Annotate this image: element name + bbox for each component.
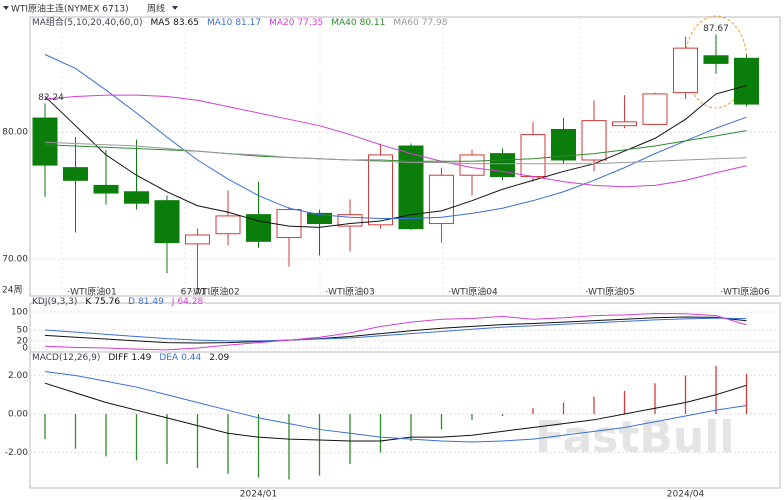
- candle-body: [215, 215, 241, 235]
- x-tick-label: 2024/04: [667, 490, 705, 500]
- indicator-line: [44, 316, 747, 344]
- candle-body: [429, 174, 454, 225]
- candle-body: [32, 117, 58, 166]
- legend-value: 0.44: [181, 353, 201, 363]
- period-label: ·WTI原油04: [448, 286, 498, 298]
- period-selector[interactable]: 周线: [147, 3, 165, 15]
- candle-body: [612, 121, 637, 127]
- low-annotation: 67.71: [181, 288, 207, 298]
- legend-name: MA40: [331, 18, 357, 28]
- watermark: FastBull: [535, 412, 734, 463]
- candle-body: [93, 184, 119, 194]
- legend-title: MA组合(5,10,20,40,60,0): [32, 16, 143, 28]
- legend-name: MA60: [393, 18, 419, 28]
- candle-body: [459, 154, 485, 176]
- legend-value: 1.49: [131, 353, 151, 363]
- legend-value: 64.28: [177, 297, 203, 307]
- high-annotation: 87.67: [703, 24, 729, 34]
- candle-body: [642, 93, 668, 125]
- candle-body: [703, 55, 729, 64]
- candle-body: [520, 134, 546, 178]
- candle-body: [551, 128, 576, 161]
- legend: KDJ(9,3,3) K 75.76 D 81.49 J 64.28: [32, 297, 203, 307]
- dropdown-icon[interactable]: [3, 6, 9, 10]
- legend-value: 80.11: [360, 18, 386, 28]
- indicator-line: [44, 312, 747, 351]
- indicator-line: [44, 130, 747, 162]
- candle-body: [673, 47, 698, 94]
- legend: MACD(12,26,9) DIFF 1.49 DEA 0.44 2.09: [32, 353, 230, 363]
- period-count: 24周: [2, 285, 22, 296]
- legend-name: DIFF: [108, 353, 128, 363]
- y-tick-label: -2.00: [5, 448, 29, 458]
- legend-name: MA10: [207, 18, 233, 28]
- legend-value: 81.17: [235, 18, 261, 28]
- y-tick-label: 70.00: [2, 255, 28, 265]
- indicator-line: [44, 94, 747, 188]
- indicator-line: [44, 382, 747, 442]
- macd-panel: [29, 351, 781, 489]
- candle-body: [734, 57, 759, 105]
- y-tick-label: 80.00: [2, 128, 28, 138]
- legend-value: 77.35: [297, 18, 323, 28]
- y-tick-label: 0: [22, 344, 28, 354]
- legend-name: D: [128, 297, 135, 307]
- candle-body: [154, 200, 180, 244]
- indicator-line: [44, 317, 747, 342]
- legend-name: J: [171, 297, 175, 307]
- legend: MA组合(5,10,20,40,60,0) MA5 83.65 MA10 81.17 MA…: [32, 16, 448, 28]
- legend-name: MA5: [151, 18, 171, 28]
- y-tick-label: 0.00: [8, 410, 28, 420]
- indicator-line: [44, 54, 747, 219]
- candle-body: [307, 212, 332, 225]
- legend-name: DEA: [159, 353, 179, 363]
- candle-body: [63, 167, 88, 181]
- period-label: ·WTI原油01: [67, 286, 116, 298]
- candle-body: [337, 214, 363, 227]
- candle-body: [368, 154, 393, 226]
- candle-body: [276, 209, 302, 239]
- period-label: ·WTI原油02: [190, 286, 239, 298]
- legend-value: 77.98: [422, 18, 448, 28]
- legend-title: KDJ(9,3,3): [32, 297, 77, 307]
- legend-value: 83.65: [173, 18, 199, 28]
- y-tick-label: 20: [17, 336, 29, 346]
- indicator-line: [44, 371, 747, 443]
- x-tick-label: 2024/01: [240, 490, 277, 500]
- main-panel: [29, 16, 781, 297]
- legend-name: MA20: [269, 18, 295, 28]
- dropdown-icon[interactable]: [172, 6, 178, 10]
- y-tick-label: 2.00: [8, 371, 28, 381]
- y-tick-label: 100: [11, 308, 28, 318]
- candle-body: [185, 234, 210, 245]
- high-annotation: 82.24: [38, 93, 64, 103]
- legend-value: 81.49: [138, 297, 164, 307]
- period-label: ·WTI原油06: [720, 286, 770, 298]
- legend-value: 75.76: [94, 297, 120, 307]
- legend-value: 2.09: [209, 353, 229, 363]
- instrument-title[interactable]: WTI原油主连(NYMEX 6713): [11, 3, 129, 15]
- period-label: ·WTI原油05: [585, 286, 634, 298]
- legend-title: MACD(12,26,9): [32, 353, 100, 363]
- indicator-line: [44, 141, 747, 165]
- candle-body: [124, 191, 149, 204]
- y-tick-label: 50: [17, 326, 29, 336]
- legend-name: K: [85, 297, 92, 307]
- period-label: ·WTI原油03: [325, 286, 374, 298]
